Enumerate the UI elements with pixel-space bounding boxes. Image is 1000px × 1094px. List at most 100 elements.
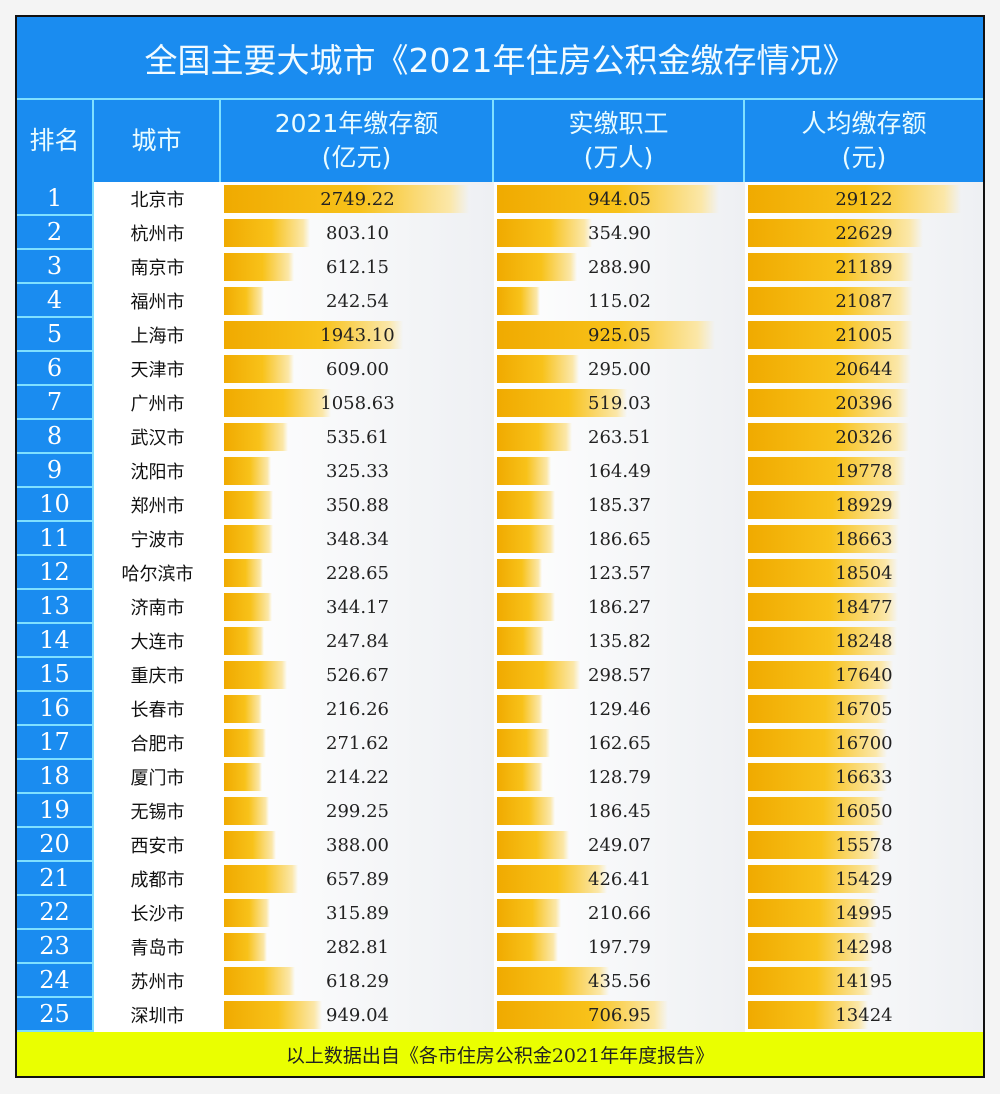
workers-cell: 435.56 — [494, 964, 745, 998]
per-capita-cell: 16633 — [745, 760, 983, 794]
deposit-value: 228.65 — [326, 562, 389, 584]
per-capita-bar — [748, 933, 874, 961]
city-cell: 大连市 — [130, 632, 185, 653]
per-capita-cell: 13424 — [745, 998, 983, 1032]
page-title: 全国主要大城市《2021年住房公积金缴存情况》 — [17, 17, 983, 100]
deposit-bar — [224, 865, 298, 893]
workers-bar — [497, 457, 551, 485]
deposit-value: 535.61 — [326, 426, 389, 448]
per-capita-cell: 18929 — [745, 488, 983, 522]
deposit-value: 299.25 — [326, 800, 389, 822]
header-deposit-label: 2021年缴存额 — [274, 109, 439, 138]
per-capita-value: 22629 — [835, 222, 893, 244]
per-capita-cell: 14298 — [745, 930, 983, 964]
header-rank: 排名 — [17, 100, 94, 182]
rank-cell: 21 — [17, 862, 94, 896]
workers-bar — [497, 1001, 668, 1029]
per-capita-value: 16705 — [835, 698, 893, 720]
workers-value: 426.41 — [588, 868, 651, 890]
city-cell: 长沙市 — [130, 904, 185, 925]
table-header: 排名 城市 2021年缴存额 (亿元) 实缴职工 (万人) 人均缴存额 (元) — [17, 100, 983, 182]
workers-cell: 123.57 — [494, 556, 745, 590]
workers-bar — [497, 491, 556, 519]
per-capita-cell: 21005 — [745, 318, 983, 352]
deposit-bar — [224, 729, 267, 757]
city-cell: 天津市 — [130, 360, 185, 381]
per-capita-value: 16050 — [835, 800, 893, 822]
per-capita-cell: 18504 — [745, 556, 983, 590]
per-capita-cell: 16705 — [745, 692, 983, 726]
rank-cell: 3 — [17, 250, 94, 284]
workers-bar — [497, 661, 580, 689]
per-capita-bar — [748, 491, 901, 519]
deposit-cell: 612.15 — [221, 250, 494, 284]
workers-bar — [497, 253, 578, 281]
deposit-value: 618.29 — [326, 970, 389, 992]
workers-value: 197.79 — [588, 936, 651, 958]
table-row: 15 重庆市 526.67 298.57 17640 — [17, 658, 983, 692]
per-capita-value: 19778 — [835, 460, 893, 482]
deposit-bar — [224, 593, 273, 621]
per-capita-cell: 18248 — [745, 624, 983, 658]
per-capita-cell: 19778 — [745, 454, 983, 488]
table-row: 4 福州市 242.54 115.02 21087 — [17, 284, 983, 318]
per-capita-bar — [748, 729, 888, 757]
rank-cell: 22 — [17, 896, 94, 930]
workers-bar — [497, 389, 628, 417]
workers-cell: 426.41 — [494, 862, 745, 896]
table-row: 9 沈阳市 325.33 164.49 19778 — [17, 454, 983, 488]
workers-cell: 128.79 — [494, 760, 745, 794]
deposit-bar — [224, 185, 469, 213]
rank-cell: 24 — [17, 964, 94, 998]
workers-cell: 295.00 — [494, 352, 745, 386]
workers-value: 263.51 — [588, 426, 651, 448]
deposit-cell: 535.61 — [221, 420, 494, 454]
header-city-label: 城市 — [131, 126, 182, 155]
per-capita-cell: 20326 — [745, 420, 983, 454]
rank-cell: 15 — [17, 658, 94, 692]
city-cell: 长春市 — [130, 700, 185, 721]
workers-value: 295.00 — [588, 358, 651, 380]
table-row: 22 长沙市 315.89 210.66 14995 — [17, 896, 983, 930]
workers-cell: 185.37 — [494, 488, 745, 522]
workers-value: 288.90 — [588, 256, 651, 278]
per-capita-bar — [748, 967, 873, 995]
table-row: 12 哈尔滨市 228.65 123.57 18504 — [17, 556, 983, 590]
rank-cell: 4 — [17, 284, 94, 318]
rank-cell: 5 — [17, 318, 94, 352]
city-cell: 青岛市 — [130, 938, 185, 959]
per-capita-cell: 15429 — [745, 862, 983, 896]
deposit-bar — [224, 627, 265, 655]
per-capita-cell: 18477 — [745, 590, 983, 624]
per-capita-bar — [748, 525, 900, 553]
workers-bar — [497, 729, 551, 757]
deposit-value: 242.54 — [326, 290, 389, 312]
per-capita-value: 20644 — [835, 358, 893, 380]
workers-value: 123.57 — [588, 562, 651, 584]
workers-bar — [497, 967, 610, 995]
workers-cell: 186.65 — [494, 522, 745, 556]
rank-cell: 10 — [17, 488, 94, 522]
rank-cell: 19 — [17, 794, 94, 828]
deposit-cell: 348.34 — [221, 522, 494, 556]
deposit-cell: 526.67 — [221, 658, 494, 692]
deposit-value: 282.81 — [326, 936, 389, 958]
workers-bar — [497, 423, 572, 451]
per-capita-value: 18477 — [835, 596, 893, 618]
rank-cell: 25 — [17, 998, 94, 1032]
table-row: 24 苏州市 618.29 435.56 14195 — [17, 964, 983, 998]
table-body: 1 北京市 2749.22 944.05 29122 2 杭州市 803.10 354.90 22… — [17, 182, 983, 1032]
workers-cell: 354.90 — [494, 216, 745, 250]
deposit-value: 271.62 — [326, 732, 389, 754]
deposit-bar — [224, 661, 288, 689]
workers-bar — [497, 185, 719, 213]
deposit-value: 1943.10 — [320, 324, 395, 346]
workers-bar — [497, 627, 545, 655]
deposit-bar — [224, 933, 268, 961]
workers-bar — [497, 559, 542, 587]
city-cell: 杭州市 — [130, 224, 185, 245]
workers-cell: 164.49 — [494, 454, 745, 488]
per-capita-cell: 20644 — [745, 352, 983, 386]
deposit-bar — [224, 797, 269, 825]
per-capita-cell: 21189 — [745, 250, 983, 284]
